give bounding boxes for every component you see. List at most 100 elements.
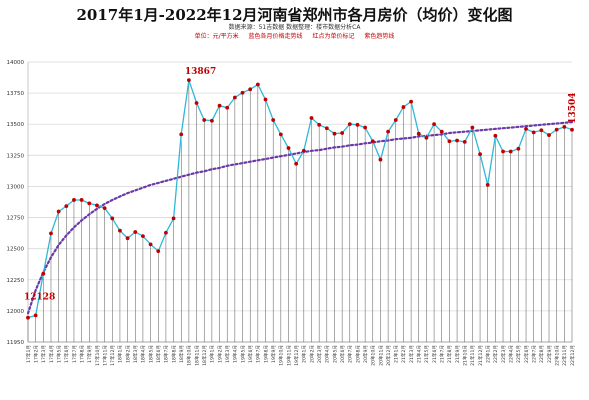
- y-tick-label: 13250: [7, 153, 25, 159]
- x-tick-label: 18年4月: [140, 345, 147, 363]
- data-point: [562, 124, 567, 129]
- data-point: [324, 126, 329, 131]
- x-tick-label: 20年4月: [324, 345, 331, 363]
- chart-subtitle: 数据来源：51吉数据 数据整理：楼市数据分析CA: [0, 22, 589, 31]
- x-tick-label: 22年1月: [485, 345, 492, 363]
- data-point: [187, 78, 191, 83]
- data-point: [363, 125, 368, 130]
- data-organizer-text: 数据整理：楼市数据分析CA: [286, 24, 361, 31]
- x-tick-label: 17年7月: [71, 345, 78, 363]
- x-tick-label: 22年2月: [492, 345, 499, 363]
- x-tick-label: 18年6月: [155, 345, 162, 363]
- x-tick-label: 17年12月: [109, 345, 116, 366]
- data-point: [64, 204, 69, 208]
- x-tick-label: 22年7月: [530, 345, 537, 363]
- x-tick-label: 19年9月: [270, 345, 277, 363]
- data-point: [340, 131, 345, 135]
- x-tick-label: 19年1月: [209, 345, 216, 363]
- data-point: [255, 82, 260, 87]
- x-tick-label: 18年8月: [170, 345, 177, 363]
- data-point: [72, 198, 76, 202]
- data-point: [271, 118, 276, 122]
- data-point: [539, 128, 544, 133]
- x-tick-label: 21年5月: [423, 345, 430, 363]
- data-point: [232, 95, 237, 100]
- data-point: [301, 148, 306, 153]
- x-tick-label: 21年9月: [454, 345, 461, 363]
- data-point: [95, 203, 99, 208]
- y-tick-label: 14000: [7, 60, 25, 66]
- x-tick-label: 20年6月: [339, 345, 346, 363]
- x-tick-label: 22年8月: [538, 345, 545, 363]
- data-point: [455, 138, 459, 143]
- y-tick-label: 12000: [7, 309, 25, 315]
- data-source-text: 数据来源：51吉数据: [228, 24, 285, 31]
- data-point: [141, 234, 145, 239]
- data-point: [240, 90, 245, 95]
- data-point: [148, 242, 153, 247]
- y-tick-label: 11950: [7, 340, 25, 346]
- chart-legend: 单位：元/平方米 蓝色各月价格走势线 红点为单价标记 紫色趋势线: [0, 31, 589, 40]
- x-tick-label: 17年4月: [48, 345, 55, 363]
- data-point: [217, 103, 222, 108]
- data-point: [493, 133, 498, 138]
- price-line: [27, 79, 573, 319]
- x-tick-label: 17年5月: [55, 345, 62, 363]
- data-point: [26, 315, 30, 320]
- legend-price-line: 蓝色各月价格走势线: [248, 33, 303, 40]
- data-point: [416, 131, 421, 136]
- annotations: 12128 13867 13504: [24, 67, 578, 303]
- x-tick-label: 20年10月: [370, 345, 377, 366]
- data-point: [102, 206, 107, 211]
- x-tick-label: 19年6月: [247, 345, 254, 363]
- data-point: [378, 157, 383, 162]
- chart-title: 2017年1月-2022年12月河南省郑州市各月房价（均价）变化图: [76, 6, 513, 24]
- data-point: [309, 116, 314, 120]
- legend-unit: 单位：元/平方米: [194, 33, 239, 40]
- x-tick-label: 17年1月: [25, 345, 32, 363]
- data-point: [393, 118, 398, 122]
- x-tick-label: 22年10月: [553, 345, 560, 366]
- data-point: [41, 271, 46, 276]
- x-tick-label: 19年12月: [293, 345, 300, 366]
- data-point: [286, 146, 291, 150]
- data-point: [370, 139, 375, 144]
- x-tick-label: 20年9月: [362, 345, 369, 363]
- trend-line: [26, 120, 574, 315]
- y-tick-label: 13500: [7, 122, 25, 128]
- data-point: [570, 127, 574, 132]
- x-tick-label: 19年2月: [216, 345, 223, 363]
- data-point: [508, 149, 513, 154]
- x-tick-label: 19年10月: [278, 345, 285, 366]
- data-point: [209, 118, 214, 123]
- x-tick-label: 20年11月: [377, 345, 384, 366]
- x-tick-label: 18年3月: [132, 345, 139, 363]
- data-point: [194, 101, 199, 105]
- x-tick-label: 21年3月: [408, 345, 415, 363]
- data-point: [516, 146, 521, 151]
- y-tick-label: 12250: [7, 278, 25, 284]
- data-point: [133, 230, 138, 234]
- x-tick-label: 21年7月: [439, 345, 446, 363]
- x-tick-label: 22年9月: [546, 345, 553, 363]
- data-point: [501, 149, 505, 154]
- data-point: [79, 198, 84, 202]
- y-tick-label: 12500: [7, 247, 25, 253]
- x-tick-label: 17年3月: [40, 345, 47, 363]
- y-tick-label: 12750: [7, 216, 25, 222]
- data-point: [164, 230, 168, 235]
- x-tick-label: 20年5月: [331, 345, 338, 363]
- x-tick-label: 19年5月: [239, 345, 246, 363]
- x-tick-label: 22年6月: [523, 345, 530, 363]
- legend-marker: 红点为单价标记: [312, 33, 355, 40]
- x-tick-label: 19年3月: [224, 345, 231, 363]
- data-point: [278, 132, 283, 137]
- x-tick-label: 21年10月: [462, 345, 469, 366]
- data-point: [531, 130, 536, 135]
- data-point: [248, 87, 253, 92]
- x-tick-label: 19年7月: [255, 345, 262, 363]
- data-point: [524, 127, 528, 131]
- x-tick-label: 20年7月: [347, 345, 354, 363]
- data-point: [386, 129, 391, 134]
- data-point: [156, 249, 161, 254]
